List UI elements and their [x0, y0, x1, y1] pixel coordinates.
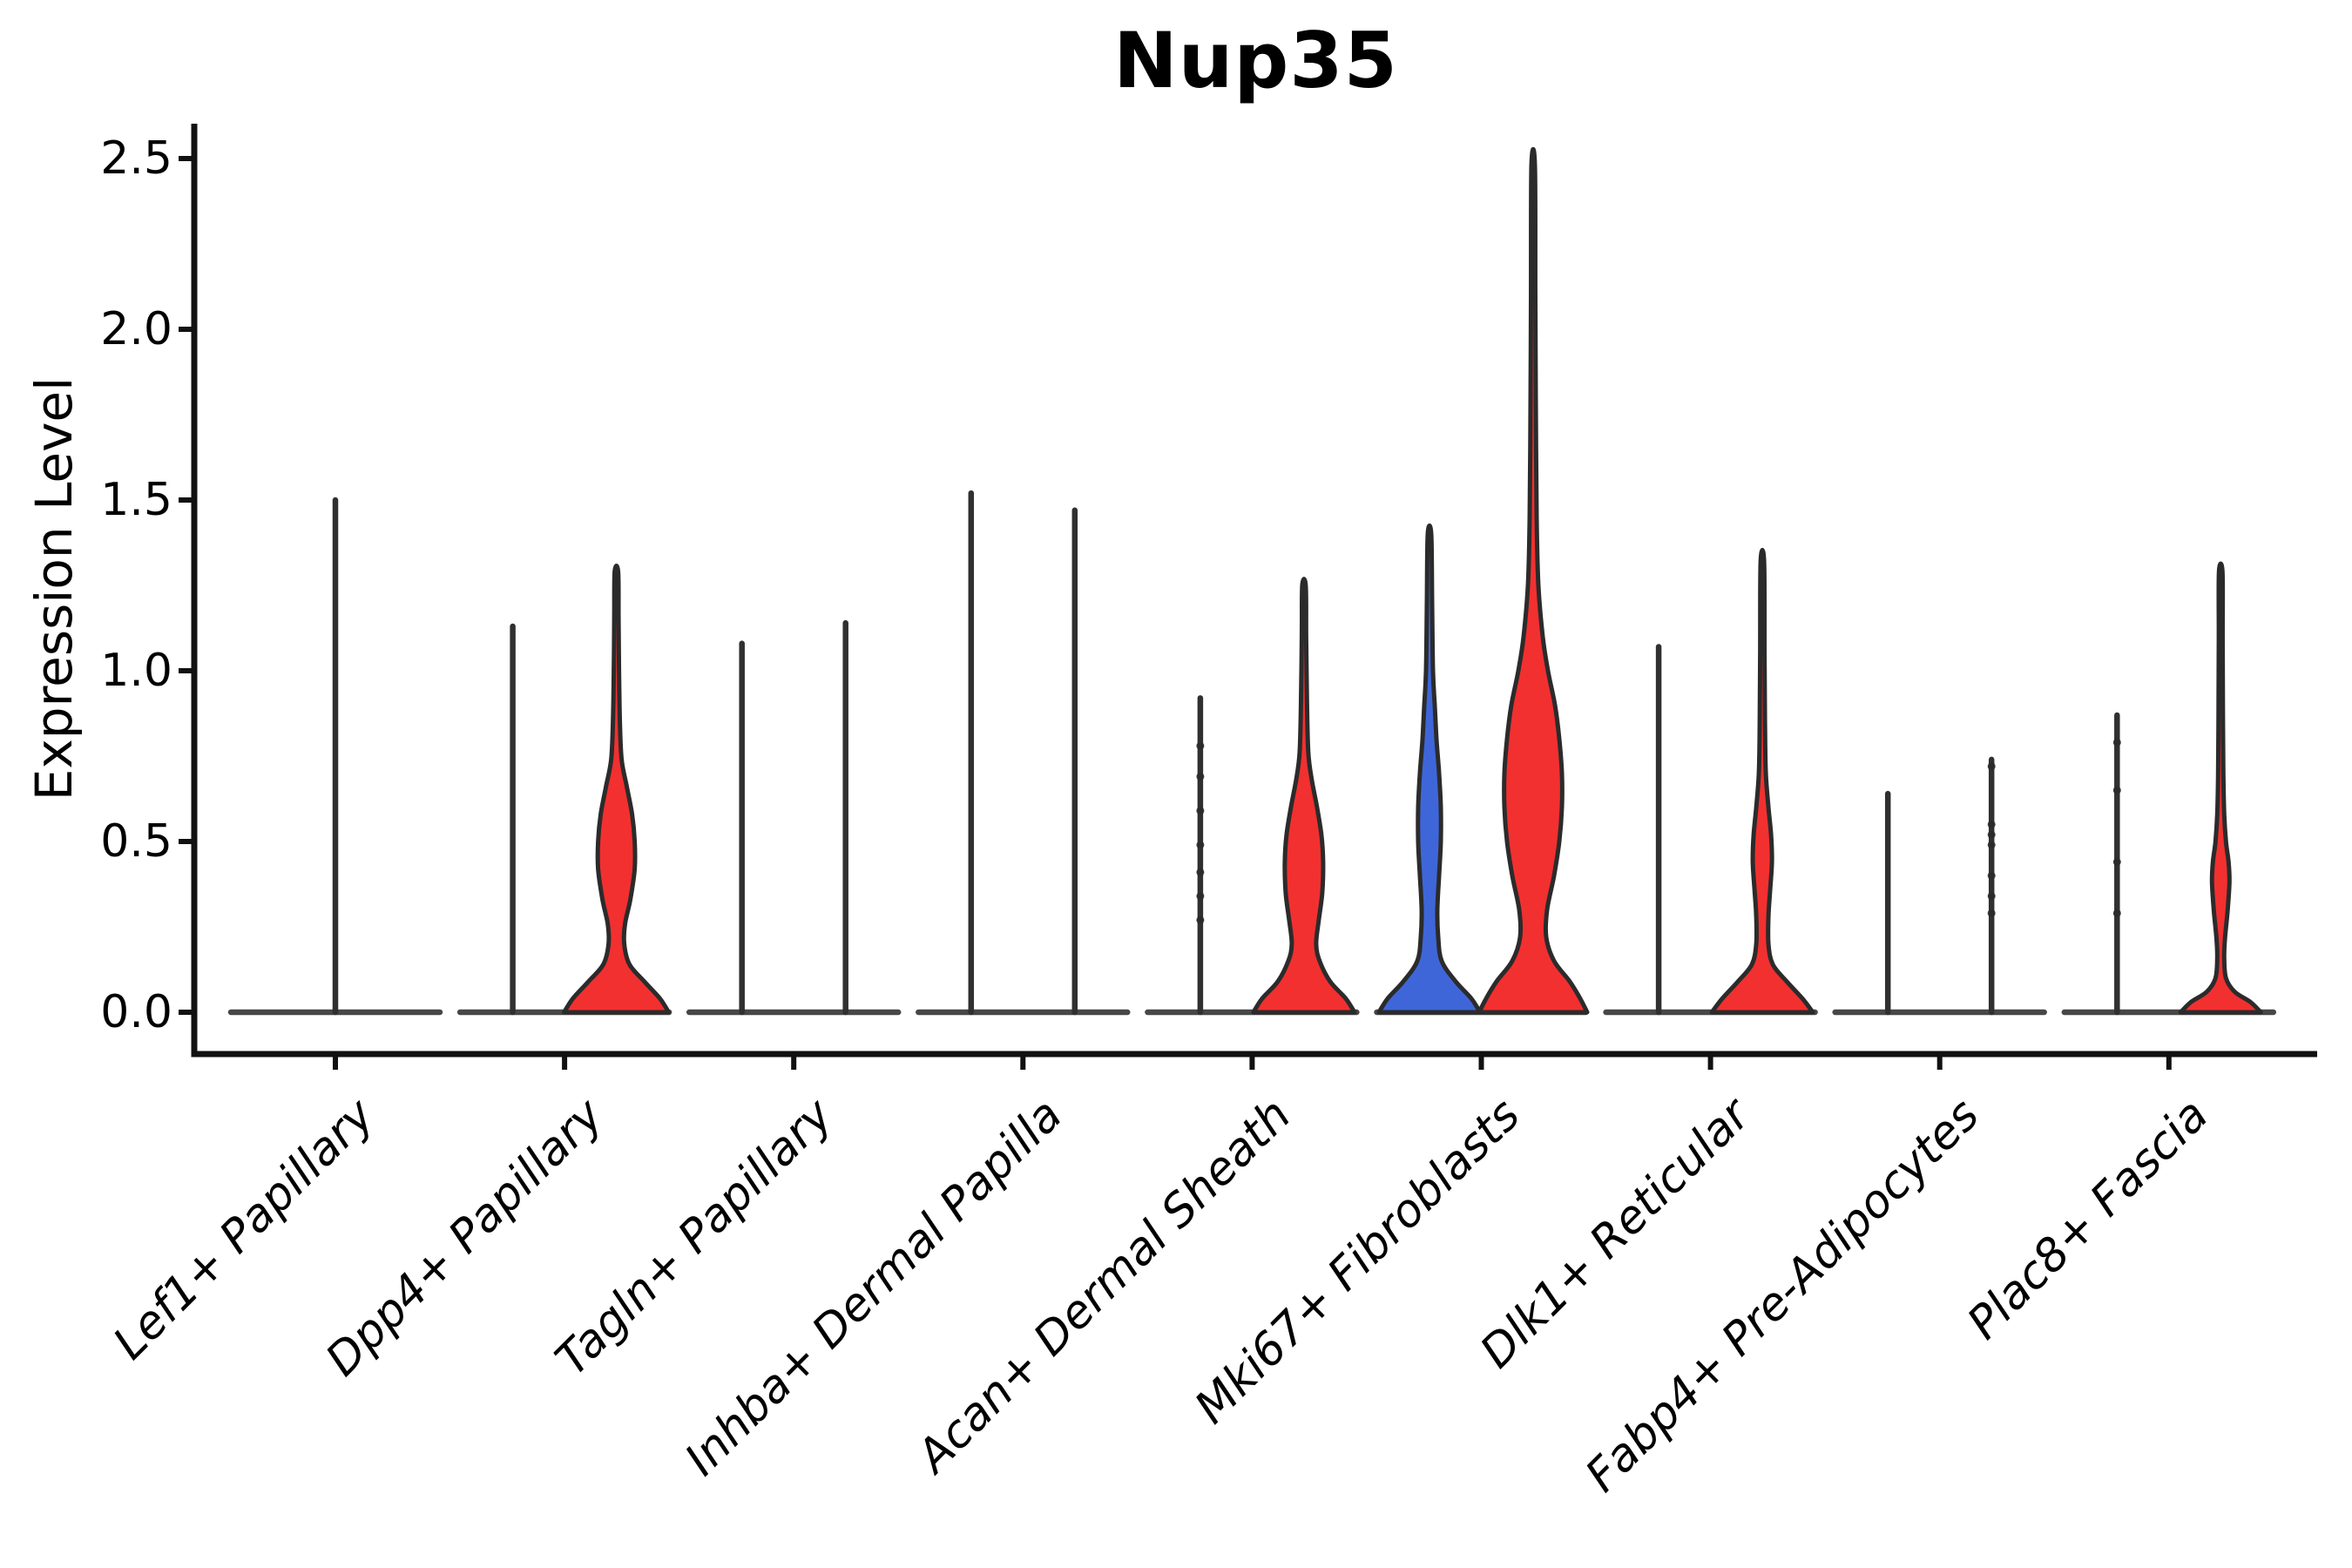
data-point-dot: [1196, 807, 1205, 815]
violin-body: [1477, 146, 1590, 1015]
y-tick-label: 1.5: [100, 474, 172, 526]
data-point-dot: [1196, 773, 1205, 781]
data-point-dot: [2112, 738, 2121, 747]
y-axis-label: Expression Level: [24, 376, 84, 801]
data-point-dot: [1987, 841, 1996, 849]
data-point-dot: [1196, 841, 1205, 849]
data-point-dot: [1196, 892, 1205, 901]
y-tick-label: 2.5: [100, 132, 172, 185]
violin-body: [1251, 577, 1357, 1015]
data-point-dot: [1987, 830, 1996, 839]
violin-body: [1709, 547, 1815, 1015]
y-tick-label: 2.0: [100, 303, 172, 355]
data-point-dot: [2112, 858, 2121, 867]
data-point-dot: [2112, 786, 2121, 794]
data-point-dot: [1196, 741, 1205, 750]
violin-body: [2178, 561, 2263, 1015]
data-point-dot: [1987, 909, 1996, 917]
data-point-dot: [2112, 909, 2121, 917]
chart-title: Nup35: [1113, 16, 1398, 105]
y-tick-label: 1.0: [100, 645, 172, 697]
data-point-dot: [1987, 892, 1996, 901]
data-point-dot: [1987, 871, 1996, 880]
violin-body: [562, 563, 672, 1015]
data-point-dot: [1196, 868, 1205, 876]
y-tick-label: 0.5: [100, 815, 172, 868]
violin-body: [1376, 523, 1483, 1015]
data-point-dot: [1196, 916, 1205, 924]
data-point-dot: [1987, 762, 1996, 771]
data-point-dot: [1987, 820, 1996, 828]
y-tick-label: 0.0: [100, 986, 172, 1038]
